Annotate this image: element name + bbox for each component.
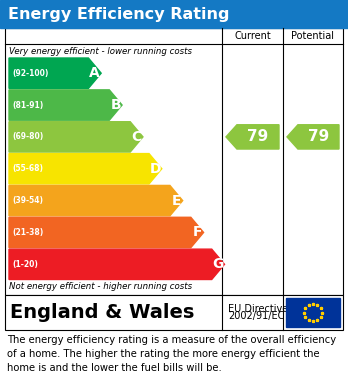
Text: Potential: Potential	[292, 31, 334, 41]
Text: E: E	[172, 194, 182, 208]
Text: Energy Efficiency Rating: Energy Efficiency Rating	[8, 7, 229, 22]
Text: (39-54): (39-54)	[12, 196, 43, 205]
Text: The energy efficiency rating is a measure of the overall efficiency of a home. T: The energy efficiency rating is a measur…	[7, 335, 336, 373]
Text: 2002/91/EC: 2002/91/EC	[228, 312, 284, 321]
Text: (21-38): (21-38)	[12, 228, 43, 237]
Text: England & Wales: England & Wales	[10, 303, 195, 322]
Text: Very energy efficient - lower running costs: Very energy efficient - lower running co…	[9, 47, 192, 56]
Text: B: B	[110, 98, 121, 112]
Polygon shape	[9, 154, 162, 184]
Bar	[286, 298, 340, 327]
Text: (55-68): (55-68)	[12, 164, 43, 173]
Text: (1-20): (1-20)	[12, 260, 38, 269]
Text: G: G	[212, 257, 223, 271]
Text: F: F	[193, 226, 203, 239]
Text: C: C	[132, 130, 142, 144]
Polygon shape	[9, 122, 143, 152]
Text: 79: 79	[247, 129, 269, 144]
Text: EU Directive: EU Directive	[228, 303, 288, 314]
Polygon shape	[9, 217, 204, 248]
Polygon shape	[287, 125, 339, 149]
Text: (92-100): (92-100)	[12, 69, 48, 78]
Polygon shape	[226, 125, 279, 149]
Text: D: D	[149, 162, 161, 176]
Polygon shape	[9, 249, 224, 280]
Text: (69-80): (69-80)	[12, 133, 43, 142]
Polygon shape	[9, 58, 101, 88]
Bar	[5, 295, 343, 330]
Bar	[0, 0, 348, 28]
Bar	[5, 28, 343, 295]
Text: Not energy efficient - higher running costs: Not energy efficient - higher running co…	[9, 282, 192, 291]
Text: 79: 79	[308, 129, 329, 144]
Text: Current: Current	[234, 31, 271, 41]
Text: A: A	[89, 66, 100, 80]
Text: (81-91): (81-91)	[12, 100, 43, 109]
Polygon shape	[9, 185, 183, 216]
Polygon shape	[9, 90, 122, 120]
